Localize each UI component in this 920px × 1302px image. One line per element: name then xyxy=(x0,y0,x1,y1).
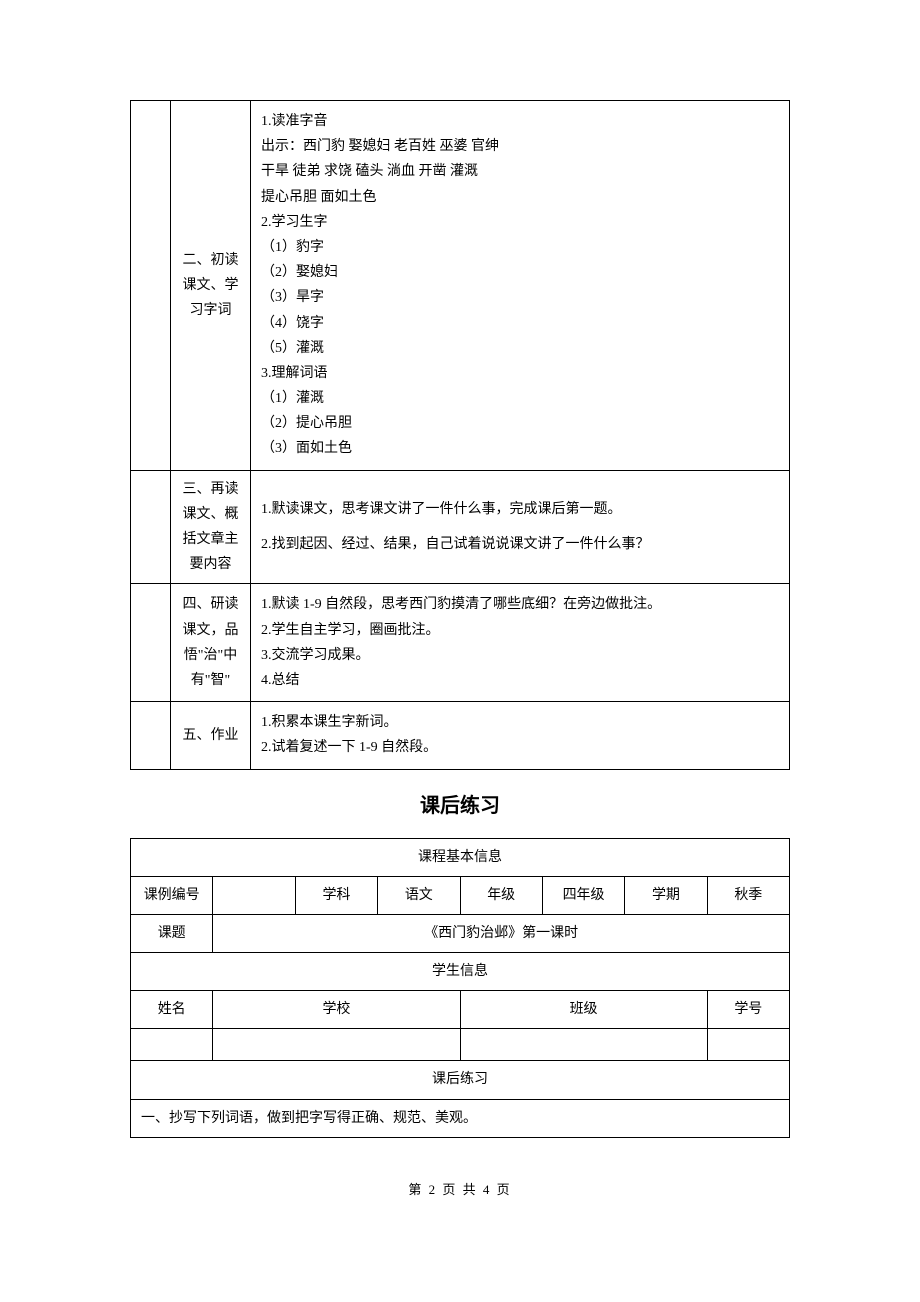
content-line: 2.找到起因、经过、结果，自己试着说说课文讲了一件什么事？ xyxy=(261,532,779,557)
class-label: 班级 xyxy=(460,991,707,1029)
course-section-header: 课程基本信息 xyxy=(131,838,790,876)
student-no-label: 学号 xyxy=(707,991,789,1029)
content-line: （2）娶媳妇 xyxy=(261,260,779,285)
table-row: 学生信息 xyxy=(131,953,790,991)
section-label: 四、研读课文，品悟"治"中有"智" xyxy=(171,584,251,702)
section-content: 1.默读 1-9 自然段，思考西门豹摸清了哪些底细？在旁边做批注。 2.学生自主… xyxy=(251,584,790,702)
content-line: （1）灌溉 xyxy=(261,386,779,411)
table-row: 四、研读课文，品悟"治"中有"智" 1.默读 1-9 自然段，思考西门豹摸清了哪… xyxy=(131,584,790,702)
table-row: 姓名 学校 班级 学号 xyxy=(131,991,790,1029)
name-value xyxy=(131,1029,213,1061)
school-value xyxy=(213,1029,460,1061)
content-line: 2.学生自主学习，圈画批注。 xyxy=(261,618,779,643)
content-line: （2）提心吊胆 xyxy=(261,411,779,436)
term-label: 学期 xyxy=(625,876,707,914)
course-info-table: 课程基本信息 课例编号 学科 语文 年级 四年级 学期 秋季 课题 《西门豹治邺… xyxy=(130,838,790,1138)
section-content: 1.默读课文，思考课文讲了一件什么事，完成课后第一题。 2.找到起因、经过、结果… xyxy=(251,470,790,584)
section-content: 1.积累本课生字新词。 2.试着复述一下 1-9 自然段。 xyxy=(251,702,790,769)
content-line: 提心吊胆 面如土色 xyxy=(261,185,779,210)
content-line: （5）灌溉 xyxy=(261,336,779,361)
empty-cell xyxy=(131,470,171,584)
content-line: （3）面如土色 xyxy=(261,436,779,461)
content-line: 1.默读课文，思考课文讲了一件什么事，完成课后第一题。 xyxy=(261,497,779,522)
table-row: 一、抄写下列词语，做到把字写得正确、规范、美观。 xyxy=(131,1099,790,1137)
content-line: 1.读准字音 xyxy=(261,109,779,134)
content-line: （1）豹字 xyxy=(261,235,779,260)
table-row: 课后练习 xyxy=(131,1061,790,1099)
content-line: 2.试着复述一下 1-9 自然段。 xyxy=(261,735,779,760)
subject-label: 学科 xyxy=(295,876,377,914)
term-value: 秋季 xyxy=(707,876,789,914)
student-section-header: 学生信息 xyxy=(131,953,790,991)
section-label: 五、作业 xyxy=(171,702,251,769)
content-line: 出示：西门豹 娶媳妇 老百姓 巫婆 官绅 xyxy=(261,134,779,159)
table-row: 课例编号 学科 语文 年级 四年级 学期 秋季 xyxy=(131,876,790,914)
content-line: 1.积累本课生字新词。 xyxy=(261,710,779,735)
content-line: 3.理解词语 xyxy=(261,361,779,386)
table-row: 课程基本信息 xyxy=(131,838,790,876)
empty-cell xyxy=(131,101,171,471)
table-row: 三、再读课文、概括文章主要内容 1.默读课文，思考课文讲了一件什么事，完成课后第… xyxy=(131,470,790,584)
content-line: （4）饶字 xyxy=(261,311,779,336)
grade-value: 四年级 xyxy=(542,876,624,914)
content-line: 2.学习生字 xyxy=(261,210,779,235)
topic-value: 《西门豹治邺》第一课时 xyxy=(213,914,790,952)
content-line: （3）旱字 xyxy=(261,285,779,310)
table-row xyxy=(131,1029,790,1061)
exercise-section-header: 课后练习 xyxy=(131,1061,790,1099)
empty-cell xyxy=(131,584,171,702)
page-footer: 第 2 页 共 4 页 xyxy=(130,1178,790,1201)
course-id-value xyxy=(213,876,295,914)
lesson-plan-table: 二、初读课文、学习字词 1.读准字音 出示：西门豹 娶媳妇 老百姓 巫婆 官绅 … xyxy=(130,100,790,770)
topic-label: 课题 xyxy=(131,914,213,952)
section-label: 二、初读课文、学习字词 xyxy=(171,101,251,471)
table-row: 五、作业 1.积累本课生字新词。 2.试着复述一下 1-9 自然段。 xyxy=(131,702,790,769)
student-no-value xyxy=(707,1029,789,1061)
subject-value: 语文 xyxy=(378,876,460,914)
exercise-1: 一、抄写下列词语，做到把字写得正确、规范、美观。 xyxy=(131,1099,790,1137)
content-line: 3.交流学习成果。 xyxy=(261,643,779,668)
content-line: 干旱 徒弟 求饶 磕头 淌血 开凿 灌溉 xyxy=(261,159,779,184)
content-line: 4.总结 xyxy=(261,668,779,693)
school-label: 学校 xyxy=(213,991,460,1029)
section-content: 1.读准字音 出示：西门豹 娶媳妇 老百姓 巫婆 官绅 干旱 徒弟 求饶 磕头 … xyxy=(251,101,790,471)
table-row: 课题 《西门豹治邺》第一课时 xyxy=(131,914,790,952)
course-id-label: 课例编号 xyxy=(131,876,213,914)
content-line: 1.默读 1-9 自然段，思考西门豹摸清了哪些底细？在旁边做批注。 xyxy=(261,592,779,617)
name-label: 姓名 xyxy=(131,991,213,1029)
grade-label: 年级 xyxy=(460,876,542,914)
table-row: 二、初读课文、学习字词 1.读准字音 出示：西门豹 娶媳妇 老百姓 巫婆 官绅 … xyxy=(131,101,790,471)
section-label: 三、再读课文、概括文章主要内容 xyxy=(171,470,251,584)
empty-cell xyxy=(131,702,171,769)
class-value xyxy=(460,1029,707,1061)
page-heading: 课后练习 xyxy=(130,788,790,824)
